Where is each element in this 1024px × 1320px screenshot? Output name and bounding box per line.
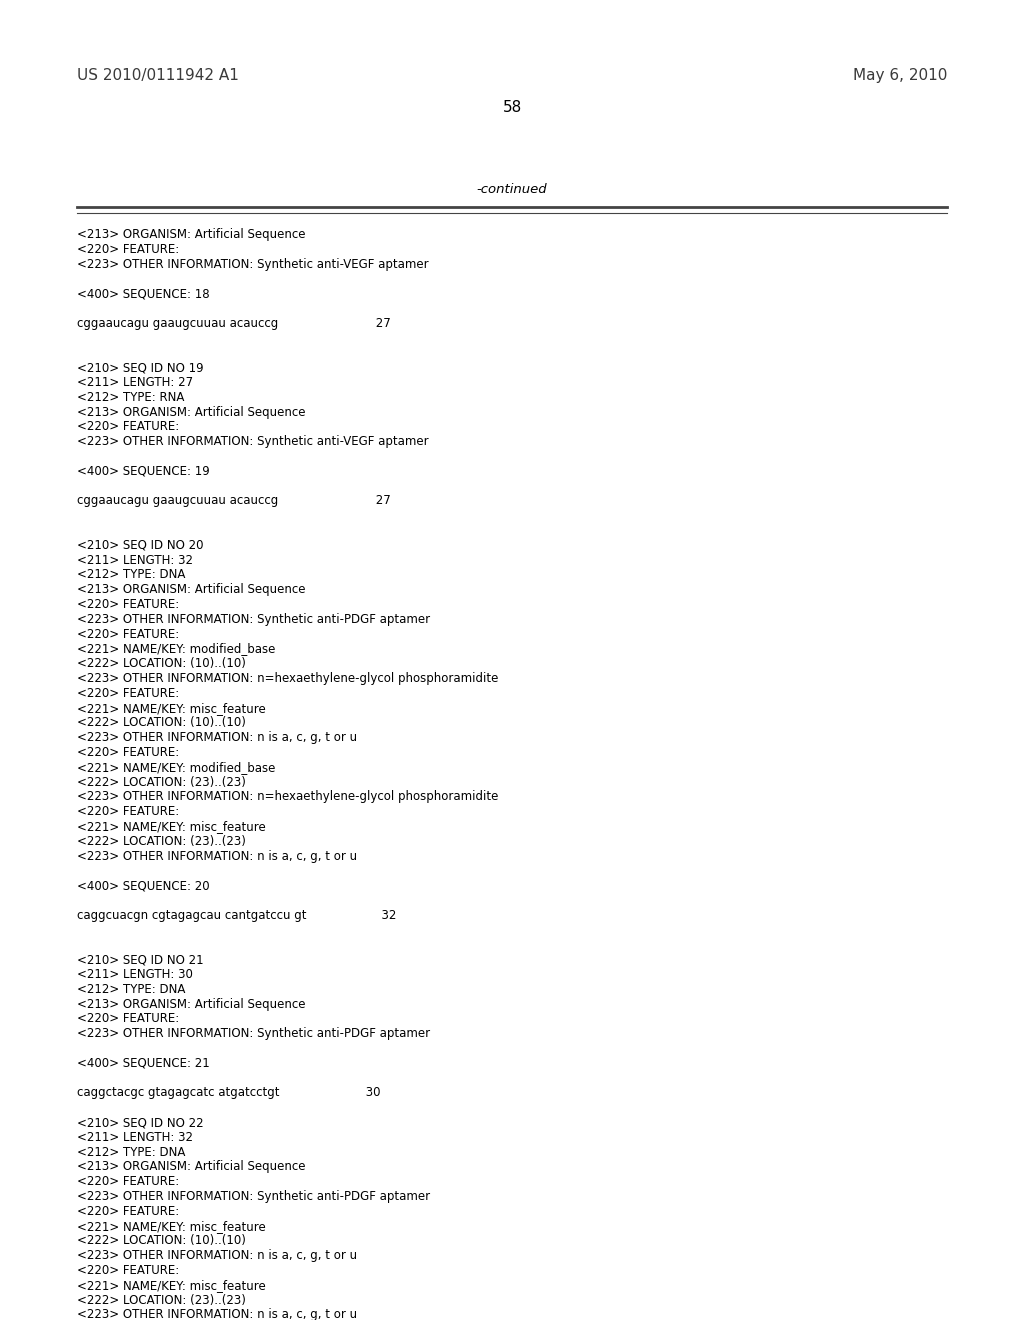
Text: <212> TYPE: DNA: <212> TYPE: DNA <box>77 569 185 581</box>
Text: <220> FEATURE:: <220> FEATURE: <box>77 746 179 759</box>
Text: <220> FEATURE:: <220> FEATURE: <box>77 1265 179 1276</box>
Text: <220> FEATURE:: <220> FEATURE: <box>77 686 179 700</box>
Text: <221> NAME/KEY: modified_base: <221> NAME/KEY: modified_base <box>77 760 275 774</box>
Text: <223> OTHER INFORMATION: n is a, c, g, t or u: <223> OTHER INFORMATION: n is a, c, g, t… <box>77 1249 357 1262</box>
Text: <213> ORGANISM: Artificial Sequence: <213> ORGANISM: Artificial Sequence <box>77 1160 305 1173</box>
Text: <223> OTHER INFORMATION: n=hexaethylene-glycol phosphoramidite: <223> OTHER INFORMATION: n=hexaethylene-… <box>77 791 499 804</box>
Text: <221> NAME/KEY: modified_base: <221> NAME/KEY: modified_base <box>77 643 275 656</box>
Text: <210> SEQ ID NO 20: <210> SEQ ID NO 20 <box>77 539 204 552</box>
Text: cggaaucagu gaaugcuuau acauccg                          27: cggaaucagu gaaugcuuau acauccg 27 <box>77 495 391 507</box>
Text: <220> FEATURE:: <220> FEATURE: <box>77 1175 179 1188</box>
Text: <400> SEQUENCE: 20: <400> SEQUENCE: 20 <box>77 879 210 892</box>
Text: <223> OTHER INFORMATION: Synthetic anti-VEGF aptamer: <223> OTHER INFORMATION: Synthetic anti-… <box>77 257 429 271</box>
Text: <211> LENGTH: 32: <211> LENGTH: 32 <box>77 553 193 566</box>
Text: May 6, 2010: May 6, 2010 <box>853 69 947 83</box>
Text: <221> NAME/KEY: misc_feature: <221> NAME/KEY: misc_feature <box>77 1279 266 1292</box>
Text: <222> LOCATION: (23)..(23): <222> LOCATION: (23)..(23) <box>77 1294 246 1307</box>
Text: <220> FEATURE:: <220> FEATURE: <box>77 1205 179 1218</box>
Text: <223> OTHER INFORMATION: Synthetic anti-VEGF aptamer: <223> OTHER INFORMATION: Synthetic anti-… <box>77 436 429 449</box>
Text: 58: 58 <box>503 100 521 115</box>
Text: <222> LOCATION: (10)..(10): <222> LOCATION: (10)..(10) <box>77 657 246 671</box>
Text: <212> TYPE: DNA: <212> TYPE: DNA <box>77 1146 185 1159</box>
Text: <222> LOCATION: (23)..(23): <222> LOCATION: (23)..(23) <box>77 834 246 847</box>
Text: <223> OTHER INFORMATION: n is a, c, g, t or u: <223> OTHER INFORMATION: n is a, c, g, t… <box>77 731 357 744</box>
Text: <222> LOCATION: (10)..(10): <222> LOCATION: (10)..(10) <box>77 1234 246 1247</box>
Text: <221> NAME/KEY: misc_feature: <221> NAME/KEY: misc_feature <box>77 820 266 833</box>
Text: <220> FEATURE:: <220> FEATURE: <box>77 243 179 256</box>
Text: <223> OTHER INFORMATION: Synthetic anti-PDGF aptamer: <223> OTHER INFORMATION: Synthetic anti-… <box>77 612 430 626</box>
Text: <210> SEQ ID NO 22: <210> SEQ ID NO 22 <box>77 1115 204 1129</box>
Text: <221> NAME/KEY: misc_feature: <221> NAME/KEY: misc_feature <box>77 1220 266 1233</box>
Text: <213> ORGANISM: Artificial Sequence: <213> ORGANISM: Artificial Sequence <box>77 405 305 418</box>
Text: <400> SEQUENCE: 19: <400> SEQUENCE: 19 <box>77 465 210 478</box>
Text: <210> SEQ ID NO 19: <210> SEQ ID NO 19 <box>77 362 204 374</box>
Text: <211> LENGTH: 27: <211> LENGTH: 27 <box>77 376 194 389</box>
Text: <212> TYPE: DNA: <212> TYPE: DNA <box>77 983 185 995</box>
Text: <400> SEQUENCE: 18: <400> SEQUENCE: 18 <box>77 288 210 300</box>
Text: <223> OTHER INFORMATION: n is a, c, g, t or u: <223> OTHER INFORMATION: n is a, c, g, t… <box>77 850 357 862</box>
Text: <223> OTHER INFORMATION: n is a, c, g, t or u: <223> OTHER INFORMATION: n is a, c, g, t… <box>77 1308 357 1320</box>
Text: <213> ORGANISM: Artificial Sequence: <213> ORGANISM: Artificial Sequence <box>77 583 305 597</box>
Text: <211> LENGTH: 32: <211> LENGTH: 32 <box>77 1131 193 1144</box>
Text: <400> SEQUENCE: 21: <400> SEQUENCE: 21 <box>77 1057 210 1069</box>
Text: <220> FEATURE:: <220> FEATURE: <box>77 627 179 640</box>
Text: <211> LENGTH: 30: <211> LENGTH: 30 <box>77 968 193 981</box>
Text: <223> OTHER INFORMATION: n=hexaethylene-glycol phosphoramidite: <223> OTHER INFORMATION: n=hexaethylene-… <box>77 672 499 685</box>
Text: <223> OTHER INFORMATION: Synthetic anti-PDGF aptamer: <223> OTHER INFORMATION: Synthetic anti-… <box>77 1191 430 1203</box>
Text: <220> FEATURE:: <220> FEATURE: <box>77 805 179 818</box>
Text: <223> OTHER INFORMATION: Synthetic anti-PDGF aptamer: <223> OTHER INFORMATION: Synthetic anti-… <box>77 1027 430 1040</box>
Text: <212> TYPE: RNA: <212> TYPE: RNA <box>77 391 184 404</box>
Text: <210> SEQ ID NO 21: <210> SEQ ID NO 21 <box>77 953 204 966</box>
Text: <220> FEATURE:: <220> FEATURE: <box>77 420 179 433</box>
Text: <222> LOCATION: (10)..(10): <222> LOCATION: (10)..(10) <box>77 717 246 730</box>
Text: <220> FEATURE:: <220> FEATURE: <box>77 598 179 611</box>
Text: <220> FEATURE:: <220> FEATURE: <box>77 1012 179 1026</box>
Text: <213> ORGANISM: Artificial Sequence: <213> ORGANISM: Artificial Sequence <box>77 228 305 242</box>
Text: US 2010/0111942 A1: US 2010/0111942 A1 <box>77 69 239 83</box>
Text: caggctacgc gtagagcatc atgatcctgt                       30: caggctacgc gtagagcatc atgatcctgt 30 <box>77 1086 381 1100</box>
Text: <213> ORGANISM: Artificial Sequence: <213> ORGANISM: Artificial Sequence <box>77 998 305 1011</box>
Text: <222> LOCATION: (23)..(23): <222> LOCATION: (23)..(23) <box>77 776 246 788</box>
Text: <221> NAME/KEY: misc_feature: <221> NAME/KEY: misc_feature <box>77 702 266 714</box>
Text: caggcuacgn cgtagagcau cantgatccu gt                    32: caggcuacgn cgtagagcau cantgatccu gt 32 <box>77 908 396 921</box>
Text: -continued: -continued <box>477 183 547 195</box>
Text: cggaaucagu gaaugcuuau acauccg                          27: cggaaucagu gaaugcuuau acauccg 27 <box>77 317 391 330</box>
